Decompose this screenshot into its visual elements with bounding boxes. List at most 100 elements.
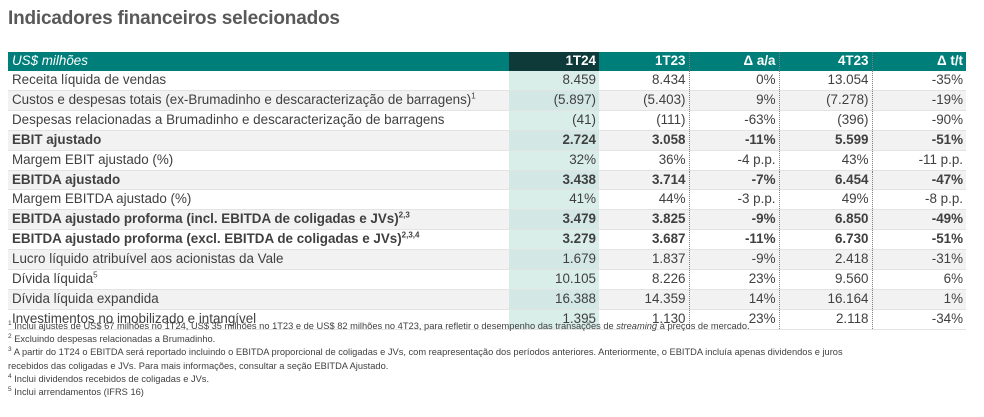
- value-1t23: 8.434: [599, 71, 689, 91]
- value-delta-yoy: -9%: [688, 249, 780, 271]
- value-delta-yoy: -11%: [688, 229, 780, 251]
- value-4t23: 6.454: [779, 170, 872, 191]
- row-label-cell: EBITDA ajustado proforma (excl. EBITDA d…: [8, 229, 509, 251]
- row-label-cell: Margem EBITDA ajustado (%): [8, 189, 509, 211]
- footnote: 2 Excluindo despesas relacionadas a Brum…: [8, 333, 968, 346]
- value-1t23: (5.403): [599, 90, 689, 111]
- footnote-text-end: à preços de mercado.: [657, 321, 750, 331]
- header-1t23: 1T23: [599, 52, 689, 71]
- value-delta-qoq: -51%: [871, 130, 966, 151]
- row-label-cell: Dívida líquida expandida: [8, 289, 509, 310]
- value-delta-qoq: -19%: [871, 90, 966, 111]
- row-label: EBITDA ajustado: [12, 171, 121, 187]
- row-label: Margem EBITDA ajustado (%): [12, 191, 192, 207]
- row-label-cell: EBITDA ajustado proforma (incl. EBITDA d…: [8, 209, 509, 231]
- page-title: Indicadores financeiros selecionados: [8, 8, 340, 29]
- value-delta-yoy: -7%: [688, 170, 780, 191]
- footnote: 5 Inclui arrendamentos (IFRS 16): [8, 386, 968, 399]
- value-4t23: 49%: [779, 189, 872, 211]
- value-delta-yoy: 23%: [688, 309, 780, 330]
- footnote-number: 4: [8, 372, 12, 380]
- row-label-cell: Custos e despesas totais (ex-Brumadinho …: [8, 90, 509, 111]
- table-row: Receita líquida de vendas 8.459 8.434 0% 13.…: [8, 71, 966, 91]
- value-delta-yoy: 9%: [688, 90, 780, 111]
- row-label: Dívida líquida expandida: [12, 290, 159, 306]
- row-label: EBIT ajustado: [12, 131, 102, 147]
- table-row: Despesas relacionadas a Brumadinho e des…: [8, 110, 966, 131]
- value-4t23: 6.730: [779, 229, 872, 251]
- row-label: Investimentos no imobilizado e intangíve…: [12, 310, 257, 326]
- footnote-number: 5: [8, 385, 12, 393]
- table-row: EBITDA ajustado proforma (incl. EBITDA d…: [8, 209, 966, 231]
- value-delta-qoq: -8 p.p.: [871, 189, 966, 211]
- value-delta-yoy: -9%: [688, 209, 780, 231]
- footnote-ref: 2,3: [398, 210, 410, 220]
- value-4t23: 2.118: [779, 309, 872, 330]
- value-4t23: 13.054: [779, 71, 872, 91]
- value-delta-qoq: -90%: [871, 110, 966, 131]
- value-4t23: 2.418: [779, 249, 872, 271]
- value-1t24: 3.438: [509, 170, 599, 191]
- footnote: recebidos das coligadas e JVs. Para mais…: [8, 360, 968, 373]
- row-label: EBITDA ajustado proforma (excl. EBITDA d…: [12, 231, 402, 247]
- row-label: EBITDA ajustado proforma (incl. EBITDA d…: [12, 211, 399, 227]
- header-label: US$ milhões: [8, 52, 509, 71]
- value-delta-yoy: -63%: [688, 110, 780, 131]
- row-label-cell: Dívida líquida5: [8, 269, 509, 290]
- footnote: 1 Inclui ajustes de US$ 67 milhões no 1T…: [8, 320, 968, 333]
- footnote-text: Excluindo despesas relacionadas a Brumad…: [11, 334, 216, 345]
- row-label-cell: Investimentos no imobilizado e intangíve…: [8, 309, 509, 330]
- financial-indicators-table: US$ milhões 1T24 1T23 Δ a/a 4T23 Δ t/t R…: [8, 52, 966, 330]
- value-1t23: 36%: [599, 150, 689, 171]
- table-row: Margem EBIT ajustado (%) 32% 36% -4 p.p. 43%…: [8, 150, 966, 171]
- value-1t24: 1.395: [509, 309, 599, 330]
- value-delta-yoy: 23%: [688, 269, 780, 290]
- footnote: 4 Inclui dividendos recebidos de coligad…: [8, 373, 968, 386]
- value-delta-qoq: -31%: [871, 249, 966, 271]
- value-1t23: 3.825: [599, 209, 689, 231]
- footnote-text: Inclui arrendamentos (IFRS 16): [11, 387, 144, 398]
- value-1t23: 8.226: [599, 269, 689, 290]
- value-1t24: (41): [509, 110, 599, 131]
- table-row: Dívida líquida5 10.105 8.226 23% 9.560 6%: [8, 269, 966, 290]
- value-1t23: 1.837: [599, 249, 689, 271]
- value-4t23: (7.278): [779, 90, 872, 111]
- value-delta-qoq: -11 p.p.: [871, 150, 966, 171]
- table-row: Margem EBITDA ajustado (%) 41% 44% -3 p.p. 4…: [8, 189, 966, 211]
- row-label-cell: Lucro líquido atribuível aos acionistas …: [8, 249, 509, 271]
- value-1t24: 10.105: [509, 269, 599, 290]
- value-delta-qoq: -34%: [871, 309, 966, 330]
- footnote-number: 3: [8, 346, 12, 354]
- footnote-ref: 5: [93, 270, 98, 280]
- value-delta-yoy: -3 p.p.: [688, 189, 780, 211]
- footnote-text: Inclui dividendos recebidos de coligadas…: [11, 373, 210, 384]
- table-row: Custos e despesas totais (ex-Brumadinho …: [8, 90, 966, 111]
- header-delta-qoq: Δ t/t: [871, 52, 966, 71]
- value-delta-qoq: 1%: [871, 289, 966, 310]
- value-delta-qoq: -49%: [871, 209, 966, 231]
- value-delta-yoy: -4 p.p.: [688, 150, 780, 171]
- value-1t23: 3.714: [599, 170, 689, 191]
- value-1t24: 32%: [509, 150, 599, 171]
- value-1t24: 1.679: [509, 249, 599, 271]
- value-4t23: 6.850: [779, 209, 872, 231]
- row-label-cell: Receita líquida de vendas: [8, 71, 509, 91]
- footnote-text: A partir do 1T24 o EBITDA será reportado…: [11, 347, 843, 358]
- value-1t24: 8.459: [509, 71, 599, 91]
- value-1t23: 44%: [599, 189, 689, 211]
- header-4t23: 4T23: [779, 52, 872, 71]
- table-header-row: US$ milhões 1T24 1T23 Δ a/a 4T23 Δ t/t: [8, 52, 966, 71]
- value-4t23: 5.599: [779, 130, 872, 151]
- footnote-text: Inclui ajustes de US$ 67 milhões no 1T24…: [11, 321, 617, 331]
- value-4t23: (396): [779, 110, 872, 131]
- table-row: EBITDA ajustado proforma (excl. EBITDA d…: [8, 229, 966, 251]
- footnote-ref: 1: [471, 91, 476, 101]
- row-label: Margem EBIT ajustado (%): [12, 151, 174, 167]
- row-label-cell: EBIT ajustado: [8, 130, 509, 151]
- header-1t24: 1T24: [509, 52, 599, 71]
- value-delta-qoq: 6%: [871, 269, 966, 290]
- value-1t23: 1.130: [599, 309, 689, 330]
- value-1t23: 3.058: [599, 130, 689, 151]
- row-label-cell: Despesas relacionadas a Brumadinho e des…: [8, 110, 509, 131]
- footnote-number: 1: [8, 319, 12, 327]
